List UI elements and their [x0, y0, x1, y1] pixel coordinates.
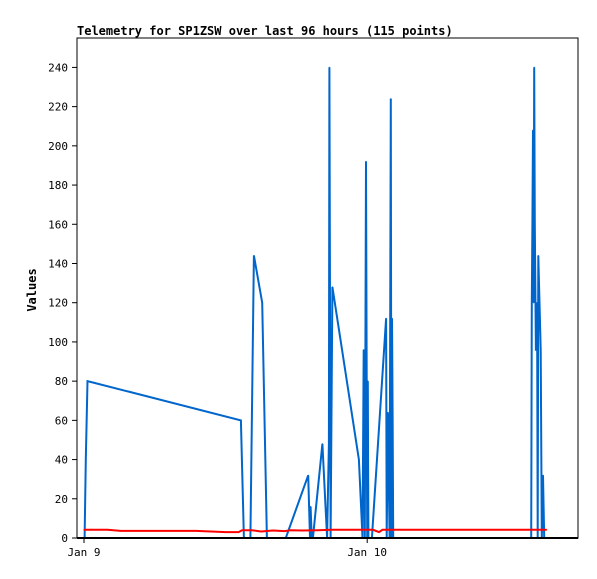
data-point: [546, 529, 548, 531]
y-tick-label: 240: [48, 61, 68, 74]
data-point: [154, 530, 156, 532]
y-tick-label: 220: [48, 101, 68, 114]
data-point: [390, 98, 392, 100]
data-point: [391, 317, 393, 319]
data-point: [328, 443, 330, 445]
data-point: [363, 349, 365, 351]
y-tick-label: 120: [48, 297, 68, 310]
data-point: [538, 302, 541, 304]
series-line-2: [84, 528, 547, 534]
y-axis-ticks: 0 20 40 60 80 100 120 140 160 180 200 220 240: [48, 61, 77, 545]
data-point: [533, 66, 535, 68]
data-point: [437, 529, 439, 531]
data-point: [387, 411, 389, 414]
data-point: [365, 160, 367, 163]
data-point: [484, 529, 486, 531]
data-point: [321, 443, 323, 445]
data-point: [241, 529, 243, 531]
data-point: [367, 380, 369, 382]
data-point: [358, 459, 360, 461]
data-point: [225, 531, 227, 533]
data-point: [535, 349, 538, 351]
y-tick-label: 0: [61, 532, 68, 545]
data-point: [238, 531, 240, 533]
data-point: [331, 286, 333, 288]
data-point: [331, 529, 333, 531]
y-tick-label: 180: [48, 179, 68, 192]
y-tick-label: 60: [55, 414, 68, 427]
data-point: [272, 529, 274, 532]
data-point: [86, 380, 89, 382]
data-point: [531, 223, 534, 225]
y-axis-label: Values: [25, 268, 39, 311]
y-tick-label: 140: [48, 257, 68, 270]
x-axis-ticks: Jan 9 Jan 10: [67, 538, 387, 559]
data-point: [83, 529, 85, 531]
data-point: [381, 529, 384, 531]
data-point: [392, 411, 394, 414]
data-point: [354, 529, 356, 531]
data-point: [85, 459, 87, 461]
data-point: [328, 66, 330, 68]
data-point: [240, 419, 242, 421]
data-point: [537, 255, 539, 257]
data-point: [385, 317, 387, 319]
data-point: [533, 302, 535, 304]
y-tick-label: 20: [55, 493, 68, 506]
data-point: [536, 302, 538, 304]
data-point: [107, 529, 109, 531]
data-point: [195, 530, 197, 532]
data-point: [253, 255, 255, 257]
data-point: [260, 530, 262, 533]
data-point: [310, 506, 312, 508]
data-point: [284, 530, 286, 532]
data-point: [531, 302, 533, 304]
y-tick-label: 100: [48, 336, 68, 349]
x-tick-label: Jan 9: [67, 546, 100, 559]
data-point: [532, 129, 534, 131]
data-point: [378, 531, 380, 533]
data-point: [120, 530, 122, 532]
y-tick-label: 80: [55, 375, 68, 388]
data-point: [540, 349, 542, 351]
data-point: [251, 529, 253, 531]
data-point: [301, 529, 303, 532]
data-point: [317, 529, 319, 531]
chart-title: Telemetry for SP1ZSW over last 96 hours …: [77, 24, 453, 38]
y-tick-label: 40: [55, 454, 68, 467]
data-point: [390, 529, 392, 531]
y-tick-label: 160: [48, 218, 68, 231]
y-tick-label: 200: [48, 140, 68, 153]
x-tick-label: Jan 10: [347, 546, 387, 559]
data-point: [307, 474, 309, 476]
data-point: [289, 529, 292, 531]
data-point: [542, 474, 544, 476]
data-point: [372, 529, 374, 531]
data-point: [261, 302, 263, 304]
data-point: [534, 223, 536, 225]
